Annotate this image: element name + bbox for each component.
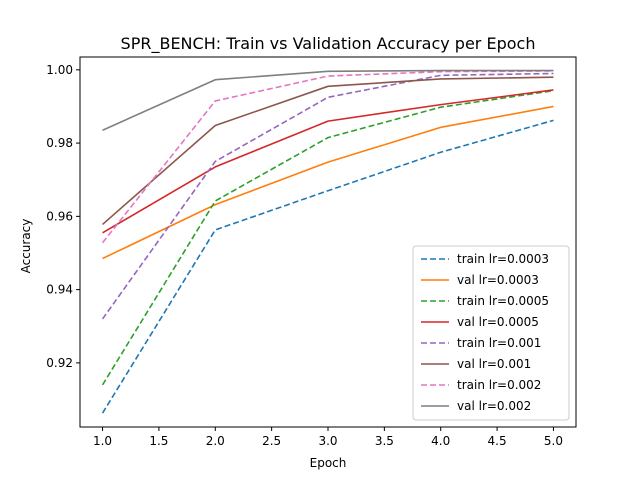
chart-title: SPR_BENCH: Train vs Validation Accuracy … (121, 34, 536, 54)
legend-label: train lr=0.0005 (457, 294, 549, 308)
legend-label: val lr=0.0005 (457, 315, 539, 329)
x-tick-label: 2.5 (262, 434, 281, 448)
y-tick-label: 0.92 (46, 356, 73, 370)
legend-label: val lr=0.0003 (457, 273, 539, 287)
x-tick-label: 3.0 (318, 434, 337, 448)
y-tick-label: 0.96 (46, 209, 73, 223)
x-tick-label: 1.0 (93, 434, 112, 448)
legend-label: val lr=0.001 (457, 357, 531, 371)
legend-label: train lr=0.001 (457, 336, 541, 350)
x-tick-label: 5.0 (544, 434, 563, 448)
x-tick-label: 2.0 (206, 434, 225, 448)
legend-label: train lr=0.0003 (457, 252, 549, 266)
y-tick-label: 0.94 (46, 283, 73, 297)
x-tick-label: 4.5 (488, 434, 507, 448)
x-tick-label: 1.5 (149, 434, 168, 448)
legend-label: train lr=0.002 (457, 378, 541, 392)
legend-label: val lr=0.002 (457, 399, 531, 413)
x-tick-label: 4.0 (431, 434, 450, 448)
x-axis-label: Epoch (310, 456, 347, 470)
x-tick-label: 3.5 (375, 434, 394, 448)
y-tick-label: 0.98 (46, 136, 73, 150)
y-axis-label: Accuracy (19, 219, 33, 274)
legend: train lr=0.0003 val lr=0.0003 train lr=0.0… (413, 246, 569, 420)
y-tick-label: 1.00 (46, 63, 73, 77)
